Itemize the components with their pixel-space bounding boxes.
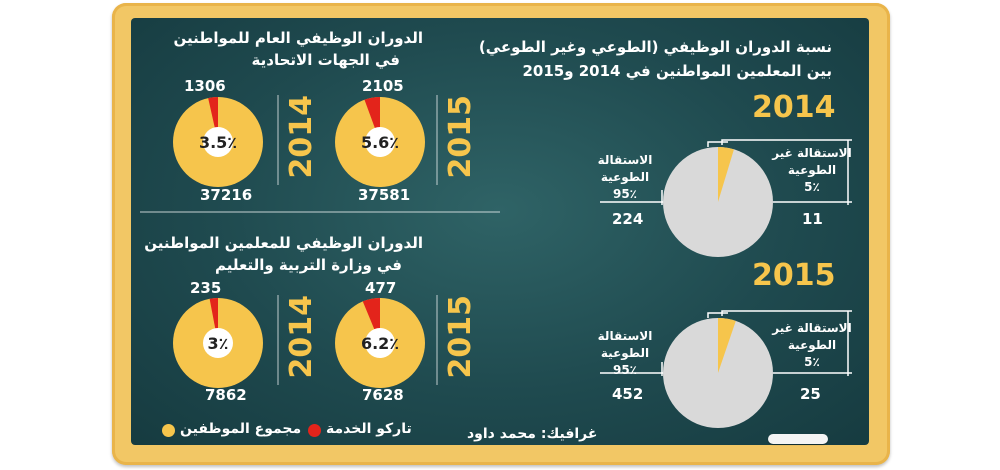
pie1-voluntary-value: 224 — [612, 210, 644, 228]
section1-title-line1: الدوران الوظيفي العام للمواطنين — [173, 29, 423, 47]
donut2-leavers: 1306 — [184, 77, 226, 95]
donut3-leavers: 477 — [365, 279, 397, 297]
pie1-involuntary-slice — [718, 147, 734, 202]
legend-leavers-swatch — [308, 424, 321, 437]
right-title-line1: نسبة الدوران الوظيفي (الطوعي وغير الطوعي… — [478, 38, 832, 56]
year-heading-2015: 2015 — [752, 258, 836, 293]
donut3-total: 7628 — [362, 386, 404, 404]
year-heading-2014: 2014 — [752, 90, 836, 125]
chalk-eraser — [768, 434, 828, 444]
donut1-total: 37581 — [358, 186, 411, 204]
pie2-voluntary-value: 452 — [612, 385, 644, 403]
pie1-leader-top — [721, 139, 852, 145]
pie2-involuntary-label: الاستقالة غير الطوعية 5٪ — [772, 321, 852, 369]
section1-title-line2: في الجهات الاتحادية — [251, 51, 400, 69]
pie2-leader-top — [721, 310, 852, 316]
legend-leavers-label: تاركو الخدمة — [326, 421, 412, 437]
donut2-center-label: 3.5٪ — [199, 133, 237, 152]
donut3-center — [365, 328, 395, 358]
legend-total-swatch — [162, 424, 175, 437]
credit-text: غرافيك: محمد داود — [467, 426, 598, 442]
donut4-leavers: 235 — [190, 279, 222, 297]
right-title-line2: بين المعلمين المواطنين في 2014 و2015 — [522, 62, 832, 80]
donut1-center — [365, 127, 395, 157]
pie1-voluntary-label: الاستقالة الطوعية 95٪ — [597, 153, 653, 201]
pie2-top-connector — [707, 312, 728, 318]
donut2-center — [203, 127, 233, 157]
section2-title-line1: الدوران الوظيفي للمعلمين المواطنين — [144, 234, 423, 252]
donut2-total: 37216 — [200, 186, 253, 204]
donut1-center-label: 5.6٪ — [361, 133, 399, 152]
pie2-involuntary-value: 25 — [800, 385, 821, 403]
pie1-involuntary-value: 11 — [802, 210, 823, 228]
donut4-total: 7862 — [205, 386, 247, 404]
donut1-leavers: 2105 — [362, 77, 404, 95]
section2-title-line2: في وزارة التربية والتعليم — [214, 256, 402, 274]
donut4-center — [203, 328, 233, 358]
pie1-involuntary-label: الاستقالة غير الطوعية 5٪ — [772, 146, 852, 194]
pie1-top-connector — [707, 141, 728, 147]
donut3-center-label: 6.2٪ — [361, 334, 399, 353]
legend-total-label: مجموع الموظفين — [180, 421, 302, 437]
pie2-involuntary-slice — [718, 318, 736, 373]
donut4-center-label: 3٪ — [208, 334, 229, 353]
